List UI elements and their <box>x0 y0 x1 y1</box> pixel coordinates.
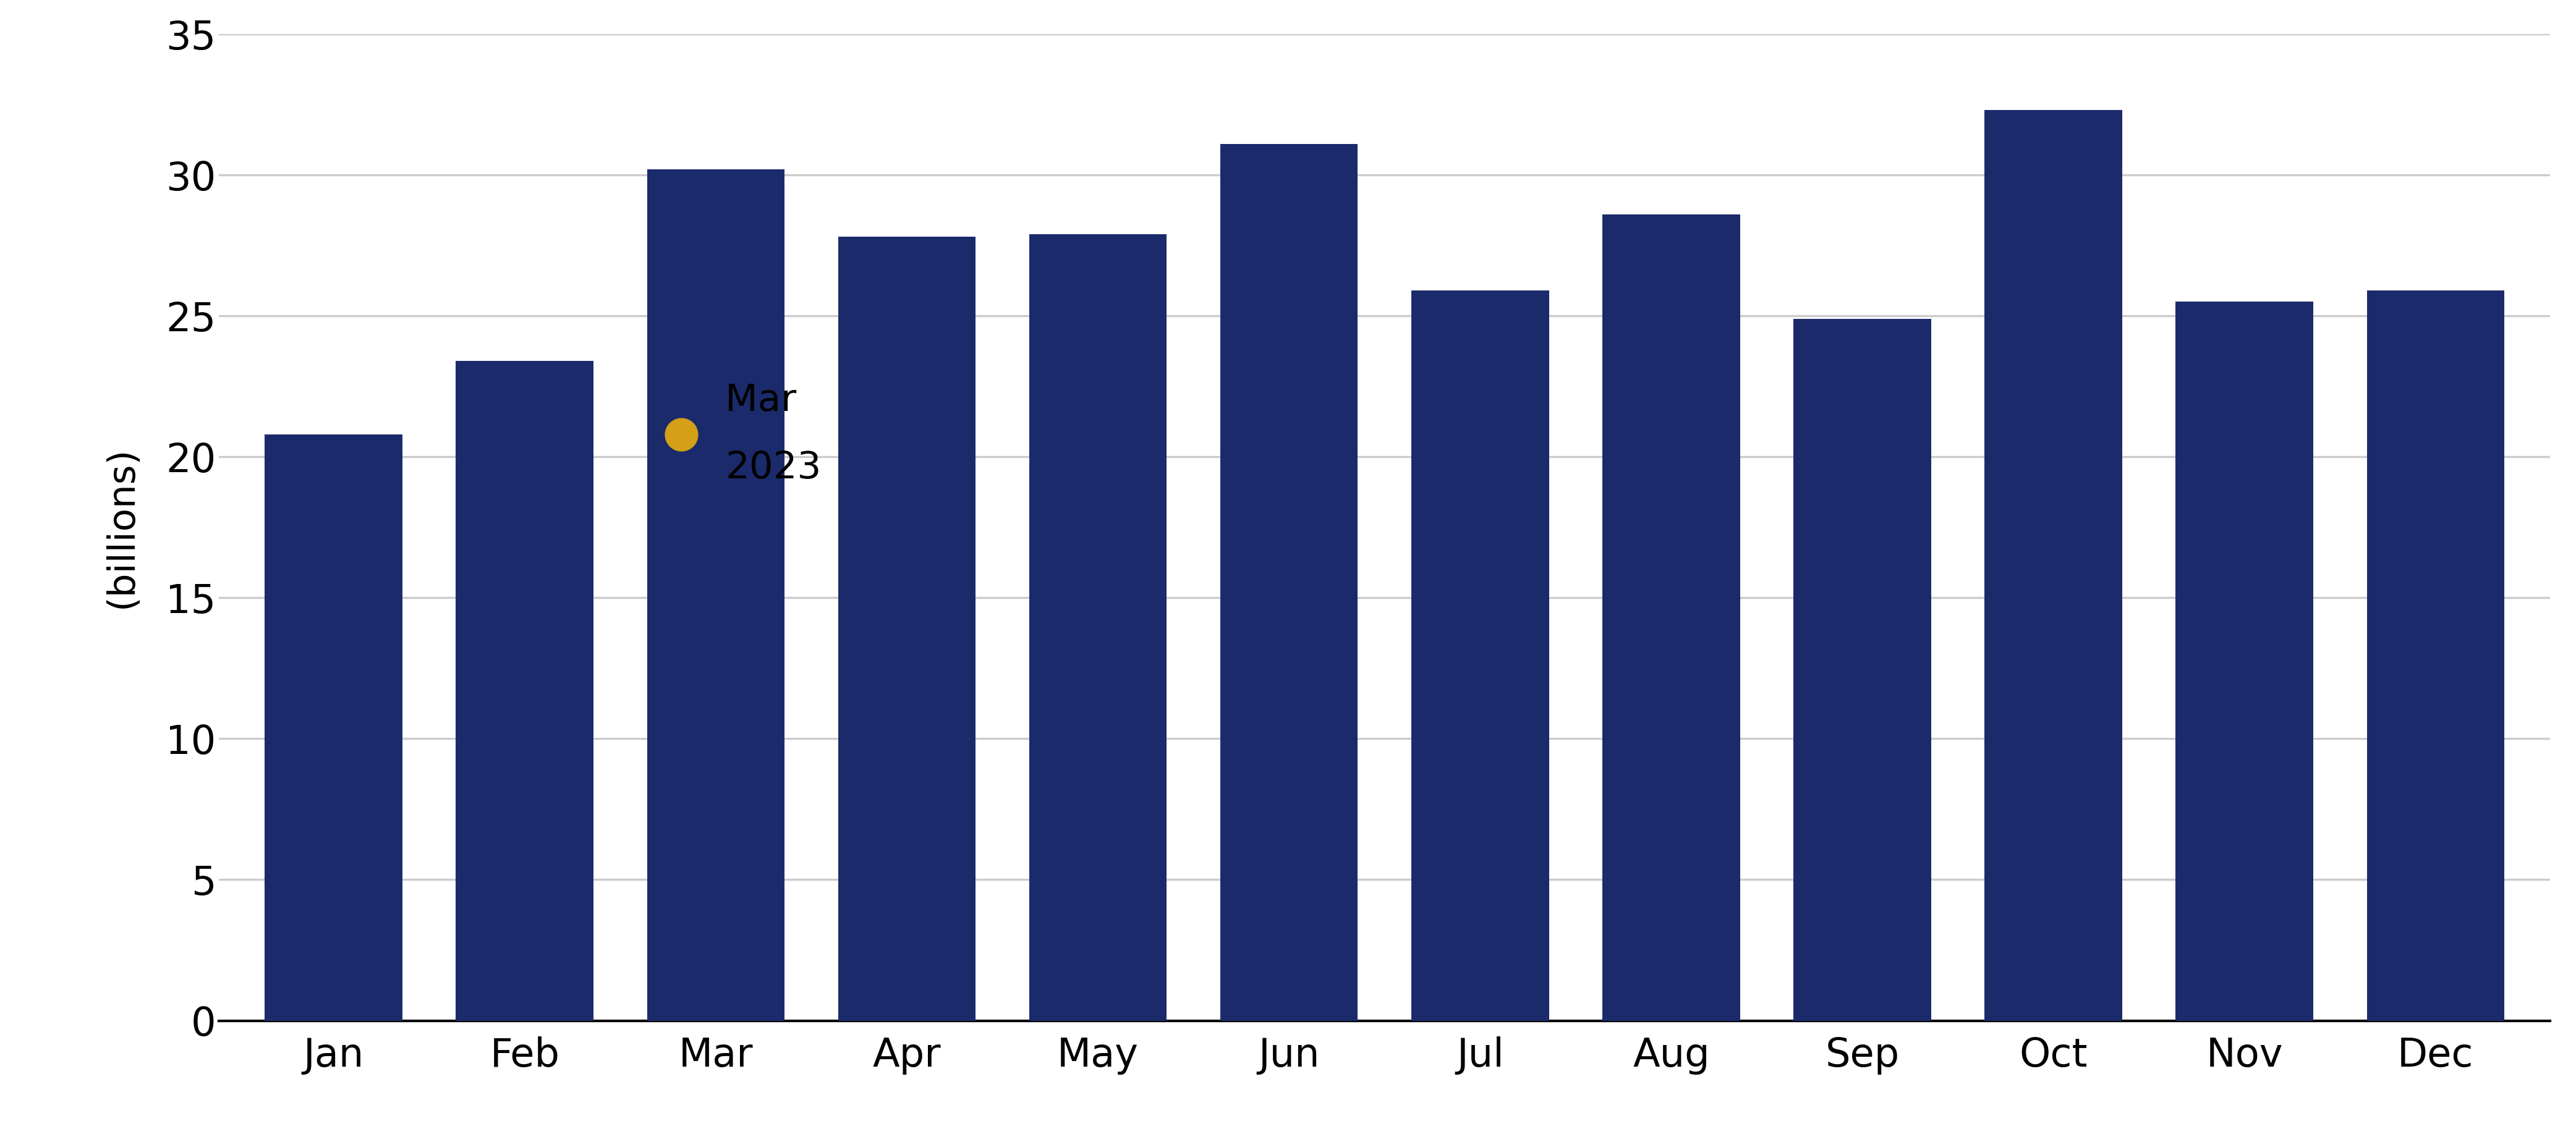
Bar <box>1984 110 2123 1021</box>
Bar <box>1412 290 1548 1021</box>
Bar <box>265 434 402 1021</box>
Bar <box>1221 144 1358 1021</box>
Text: 2023: 2023 <box>726 450 822 486</box>
Bar <box>1602 214 1739 1021</box>
Text: Mar: Mar <box>726 382 796 418</box>
Bar <box>1030 234 1167 1021</box>
Y-axis label: (billions): (billions) <box>103 447 139 608</box>
Bar <box>837 237 976 1021</box>
Bar <box>456 361 592 1021</box>
Bar <box>2177 302 2313 1021</box>
Bar <box>647 169 786 1021</box>
Bar <box>2367 290 2504 1021</box>
Bar <box>1793 319 1932 1021</box>
